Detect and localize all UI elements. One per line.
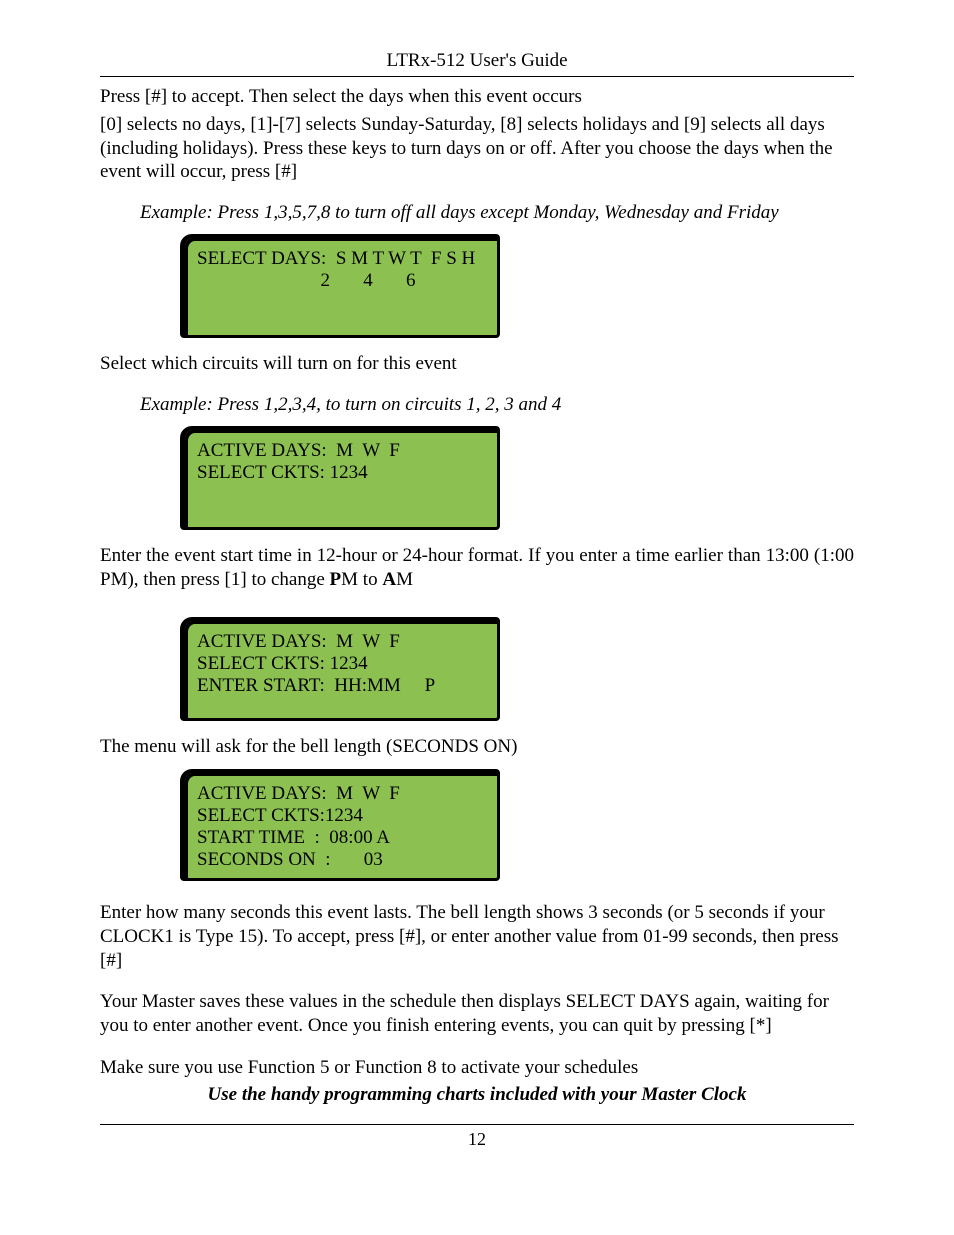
lcd-display-4-wrap: ACTIVE DAYS: M W F SELECT CKTS:1234 STAR… <box>180 769 854 881</box>
page-number: 12 <box>100 1129 854 1150</box>
lcd2-line2: SELECT CKTS: 1234 <box>197 462 485 484</box>
paragraph-accept-days-2: [0] selects no days, [1]-[7] selects Sun… <box>100 113 854 184</box>
lcd-display-4: ACTIVE DAYS: M W F SELECT CKTS:1234 STAR… <box>180 769 500 881</box>
paragraph-start-time: Enter the event start time in 12-hour or… <box>100 544 854 592</box>
lcd4-line4: SECONDS ON : 03 <box>197 849 485 871</box>
lcd1-line2: 2 4 6 <box>197 270 485 292</box>
para3-mid: M to <box>341 569 382 590</box>
lcd1-line1: SELECT DAYS: S M T W T F S H <box>197 248 485 270</box>
lcd4-line2: SELECT CKTS:1234 <box>197 805 485 827</box>
paragraph-master-saves: Your Master saves these values in the sc… <box>100 990 854 1038</box>
lcd-display-1: SELECT DAYS: S M T W T F S H 2 4 6 <box>180 234 500 338</box>
header-title: LTRx-512 User's Guide <box>100 50 854 72</box>
example-1: Example: Press 1,3,5,7,8 to turn off all… <box>140 202 854 224</box>
lcd4-line1: ACTIVE DAYS: M W F <box>197 783 485 805</box>
lcd-display-3-wrap: ACTIVE DAYS: M W F SELECT CKTS: 1234 ENT… <box>180 617 854 721</box>
lcd-display-2: ACTIVE DAYS: M W F SELECT CKTS: 1234 <box>180 426 500 530</box>
para3-post: M <box>396 569 413 590</box>
page: LTRx-512 User's Guide Press [#] to accep… <box>0 0 954 1235</box>
paragraph-accept-days-1: Press [#] to accept. Then select the day… <box>100 85 854 109</box>
lcd3-line3: ENTER START: HH:MM P <box>197 675 485 697</box>
paragraph-activate: Make sure you use Function 5 or Function… <box>100 1056 854 1080</box>
paragraph-bell-length: The menu will ask for the bell length (S… <box>100 735 854 759</box>
para3-b1: P <box>330 569 342 590</box>
lcd-display-2-wrap: ACTIVE DAYS: M W F SELECT CKTS: 1234 <box>180 426 854 530</box>
para3-b2: A <box>382 569 396 590</box>
lcd-display-1-wrap: SELECT DAYS: S M T W T F S H 2 4 6 <box>180 234 854 338</box>
lcd4-line3: START TIME : 08:00 A <box>197 827 485 849</box>
closing-note: Use the handy programming charts include… <box>100 1084 854 1106</box>
example-2: Example: Press 1,2,3,4, to turn on circu… <box>140 394 854 416</box>
lcd3-line2: SELECT CKTS: 1234 <box>197 653 485 675</box>
para3-pre: Enter the event start time in 12-hour or… <box>100 545 854 590</box>
lcd-display-3: ACTIVE DAYS: M W F SELECT CKTS: 1234 ENT… <box>180 617 500 721</box>
lcd3-line1: ACTIVE DAYS: M W F <box>197 631 485 653</box>
footer-rule <box>100 1124 854 1125</box>
paragraph-select-circuits: Select which circuits will turn on for t… <box>100 352 854 376</box>
header-rule <box>100 76 854 77</box>
paragraph-seconds: Enter how many seconds this event lasts.… <box>100 901 854 972</box>
lcd2-line1: ACTIVE DAYS: M W F <box>197 440 485 462</box>
